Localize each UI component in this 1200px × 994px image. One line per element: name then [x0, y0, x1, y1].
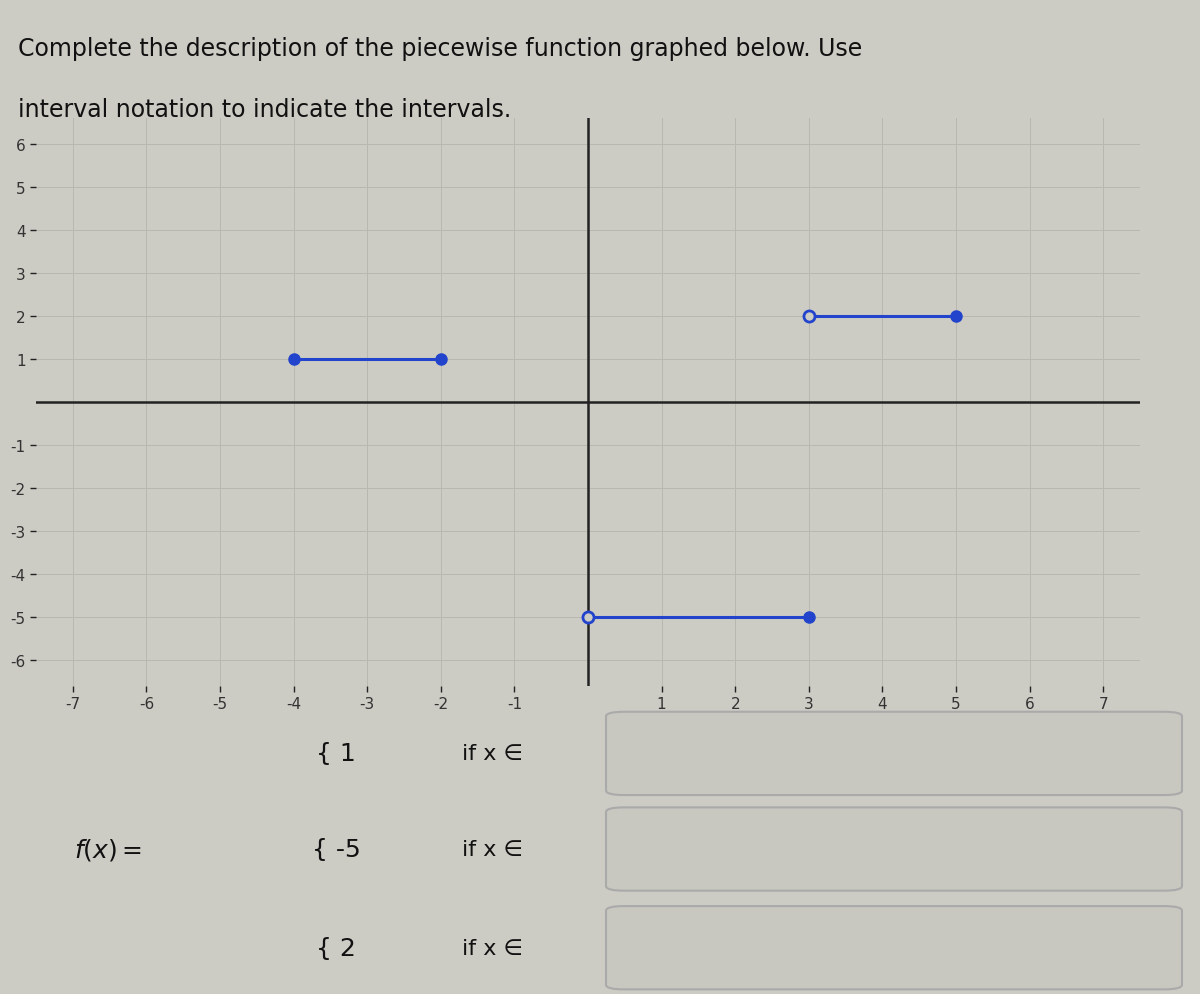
FancyBboxPatch shape: [606, 907, 1182, 989]
Text: if x ∈: if x ∈: [462, 937, 522, 958]
Text: { 1: { 1: [316, 742, 356, 765]
FancyBboxPatch shape: [606, 712, 1182, 795]
FancyBboxPatch shape: [606, 807, 1182, 891]
Text: Complete the description of the piecewise function graphed below. Use: Complete the description of the piecewis…: [18, 37, 862, 62]
Text: if x ∈: if x ∈: [462, 744, 522, 763]
Text: { -5: { -5: [312, 837, 360, 861]
Text: interval notation to indicate the intervals.: interval notation to indicate the interv…: [18, 97, 511, 121]
Text: $f(x) =$: $f(x) =$: [74, 836, 142, 862]
Text: if x ∈: if x ∈: [462, 839, 522, 859]
Text: { 2: { 2: [316, 935, 356, 960]
